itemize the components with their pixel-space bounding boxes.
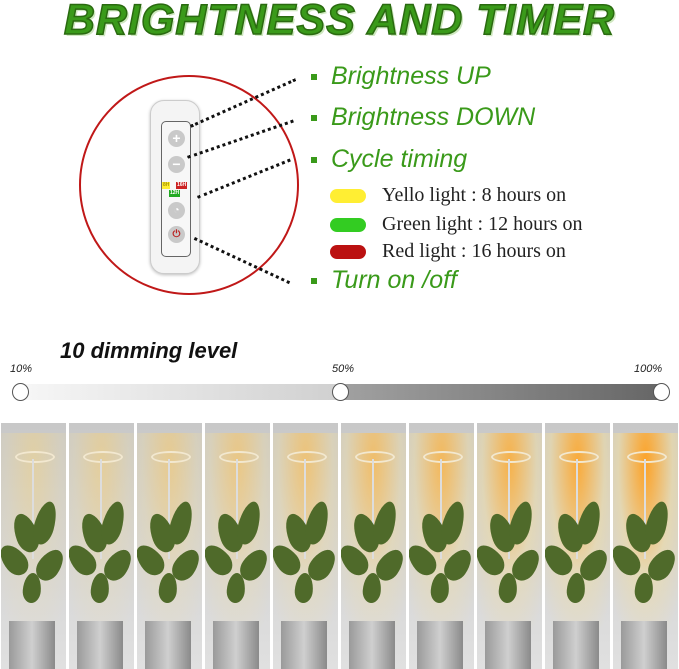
dimming-photo-70	[409, 423, 474, 669]
plant-pot	[485, 621, 531, 669]
dimming-photo-30	[137, 423, 202, 669]
bullet-icon	[311, 115, 317, 122]
legend-red: Red light : 16 hours on	[330, 240, 566, 263]
lamp-ring	[151, 451, 191, 463]
inline-controller: + − 8H 16H 12H ◔ ⏻	[150, 100, 200, 274]
mark-50: 50%	[332, 363, 355, 375]
feature-label: Brightness UP	[331, 62, 491, 90]
legend-green: Green light : 12 hours on	[330, 213, 583, 236]
yellow-swatch	[330, 189, 366, 204]
dimming-photo-80	[477, 423, 542, 669]
tag-16h: 16H	[176, 182, 188, 189]
lamp-pole	[168, 459, 170, 559]
lamp-ring	[355, 451, 395, 463]
lamp-ring	[423, 451, 463, 463]
feature-brightness-up: Brightness UP	[311, 62, 491, 91]
lamp-pole	[440, 459, 442, 559]
dimming-photo-50	[273, 423, 338, 669]
dimming-photo-100	[613, 423, 678, 669]
dimming-photo-60	[341, 423, 406, 669]
legend-label: Yello light : 8 hours on	[382, 184, 567, 206]
lamp-ring	[83, 451, 123, 463]
page-title: BRIGHTNESS AND TIMER	[63, 0, 616, 45]
bullet-icon	[311, 157, 317, 164]
controller-panel: + − 8H 16H 12H ◔ ⏻	[161, 121, 191, 257]
lamp-pole	[576, 459, 578, 559]
feature-cycle-timing: Cycle timing	[311, 145, 467, 174]
legend-yellow: Yello light : 8 hours on	[330, 184, 566, 207]
dimming-photo-10	[1, 423, 66, 669]
mark-100: 100%	[634, 363, 663, 375]
lamp-ring	[287, 451, 327, 463]
minus-icon[interactable]: −	[168, 156, 185, 173]
lamp-ring	[559, 451, 599, 463]
dimming-title: 10 dimming level	[60, 338, 238, 363]
plus-icon[interactable]: +	[168, 130, 185, 147]
lamp-pole	[304, 459, 306, 559]
lamp-pole	[644, 459, 646, 559]
plant-pot	[417, 621, 463, 669]
tag-8h: 8H	[162, 182, 171, 189]
legend-label: Green light : 12 hours on	[382, 213, 583, 235]
lamp-ring	[15, 451, 55, 463]
dimming-photo-90	[545, 423, 610, 669]
plant-pot	[349, 621, 395, 669]
knob-100	[653, 383, 670, 401]
lamp-ring	[491, 451, 531, 463]
plant-pot	[553, 621, 599, 669]
plant-pot	[213, 621, 259, 669]
lamp-ring	[627, 451, 667, 463]
lamp-pole	[236, 459, 238, 559]
tag-12h: 12H	[169, 190, 181, 197]
lamp-pole	[100, 459, 102, 559]
feature-brightness-down: Brightness DOWN	[311, 103, 535, 132]
lamp-pole	[32, 459, 34, 559]
power-icon[interactable]: ⏻	[168, 226, 185, 243]
lamp-ring	[219, 451, 259, 463]
timer-icon[interactable]: ◔	[168, 202, 185, 219]
dimming-photo-40	[205, 423, 270, 669]
legend-label: Red light : 16 hours on	[382, 240, 566, 262]
plant-pot	[9, 621, 55, 669]
lamp-pole	[372, 459, 374, 559]
controller-highlight-circle	[79, 75, 299, 295]
plant-pot	[281, 621, 327, 669]
plant-pot	[145, 621, 191, 669]
bullet-icon	[311, 74, 317, 81]
dimming-photo-20	[69, 423, 134, 669]
knob-50	[332, 383, 349, 401]
feature-power: Turn on /off	[311, 266, 457, 295]
feature-label: Turn on /off	[331, 266, 457, 294]
mark-10: 10%	[10, 363, 33, 375]
feature-label: Cycle timing	[331, 145, 468, 173]
plant-pot	[621, 621, 667, 669]
bullet-icon	[311, 278, 317, 285]
green-swatch	[330, 218, 366, 233]
feature-label: Brightness DOWN	[331, 103, 536, 131]
lamp-pole	[508, 459, 510, 559]
red-swatch	[330, 245, 366, 260]
plant-pot	[77, 621, 123, 669]
knob-10	[12, 383, 29, 401]
